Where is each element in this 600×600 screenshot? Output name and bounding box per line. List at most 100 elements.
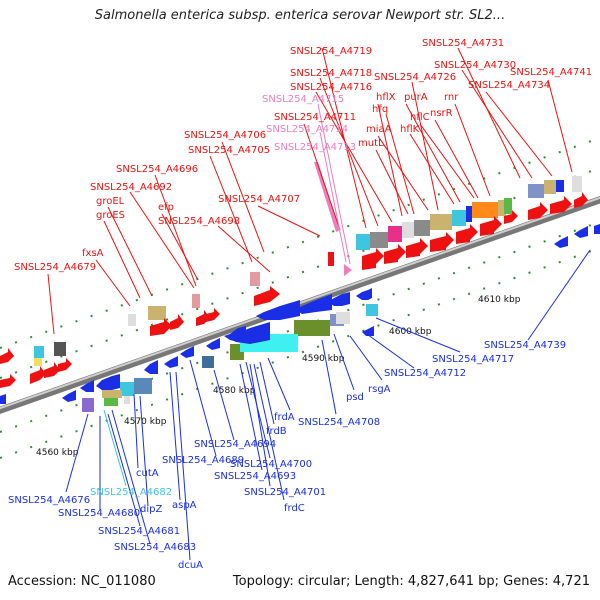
gene-arrow[interactable] bbox=[30, 366, 46, 384]
leader-line bbox=[253, 363, 285, 501]
gene-label[interactable]: SNSL254_A4708 bbox=[298, 417, 380, 428]
gene-label[interactable]: SNSL254_A4681 bbox=[98, 526, 180, 537]
gene-arrow[interactable] bbox=[480, 216, 502, 236]
gene-label[interactable]: SNSL254_A4739 bbox=[484, 340, 566, 351]
gene-label[interactable]: nsrR bbox=[430, 108, 453, 119]
gene-arrow[interactable] bbox=[96, 374, 120, 390]
gene-arrow[interactable] bbox=[594, 224, 600, 234]
gene-label[interactable]: frdC bbox=[284, 503, 305, 514]
gene-label[interactable]: SNSL254_A4731 bbox=[422, 38, 504, 49]
gene-label[interactable]: fxsA bbox=[82, 248, 104, 259]
gene-arrow[interactable] bbox=[0, 374, 16, 388]
gene-arrow[interactable] bbox=[504, 210, 518, 224]
gene-label[interactable]: SNSL254_A4711 bbox=[274, 112, 356, 123]
gene-arrow[interactable] bbox=[170, 314, 184, 330]
gene-arrow[interactable] bbox=[430, 232, 454, 252]
gene-arrow[interactable] bbox=[406, 238, 428, 258]
gene-arrow[interactable] bbox=[356, 288, 372, 300]
gene-label-pseudo[interactable]: SNSL254_A4713 bbox=[274, 142, 356, 153]
gene-label[interactable]: SNSL254_A4693 bbox=[214, 471, 296, 482]
gene-arrow[interactable] bbox=[554, 236, 568, 248]
gene-arrow[interactable] bbox=[574, 226, 588, 238]
gene-label[interactable]: miaA bbox=[366, 124, 392, 135]
gene-label[interactable]: SNSL254_A4696 bbox=[116, 164, 198, 175]
gene-arrow[interactable] bbox=[296, 294, 332, 314]
gene-label[interactable]: SNSL254_A4726 bbox=[374, 72, 456, 83]
leader-line bbox=[107, 206, 153, 297]
gene-label[interactable]: efp bbox=[158, 202, 174, 213]
gene-label[interactable]: rnr bbox=[444, 92, 459, 103]
gene-label[interactable]: psd bbox=[346, 392, 364, 403]
gene-label[interactable]: SNSL254_A4717 bbox=[432, 354, 514, 365]
gene-label[interactable]: SNSL254_A4680 bbox=[58, 508, 140, 519]
gene-label[interactable]: SNSL254_A4692 bbox=[90, 182, 172, 193]
gene-label[interactable]: SNSL254_A4700 bbox=[230, 459, 312, 470]
gene-arrow[interactable] bbox=[550, 196, 572, 214]
gene-label[interactable]: SNSL254_A4689 bbox=[162, 455, 244, 466]
gene-label[interactable]: SNSL254_A4719 bbox=[290, 46, 372, 57]
gene-label[interactable]: cutA bbox=[136, 468, 159, 479]
gene-label[interactable]: SNSL254_A4698 bbox=[158, 216, 240, 227]
gene-label[interactable]: frdA bbox=[274, 412, 295, 423]
gene-label[interactable]: SNSL254_A4705 bbox=[188, 145, 270, 156]
gene-arrow[interactable] bbox=[150, 318, 172, 336]
gene-arrow[interactable] bbox=[0, 348, 14, 364]
gene-label[interactable]: SNSL254_A4683 bbox=[114, 542, 196, 553]
gene-arrow[interactable] bbox=[62, 390, 76, 402]
gene-arrow[interactable] bbox=[224, 326, 246, 342]
gene-arrow[interactable] bbox=[362, 326, 374, 336]
gene-label-pseudo[interactable]: SNSL254_A4715 bbox=[262, 94, 344, 105]
leader-line bbox=[457, 47, 521, 179]
gene-arrow[interactable] bbox=[80, 380, 94, 392]
pseudo-gene-arrow[interactable] bbox=[344, 264, 352, 276]
gene-label[interactable]: purA bbox=[404, 92, 428, 103]
gene-label[interactable]: dcuA bbox=[178, 560, 203, 571]
gene-label[interactable]: groEL bbox=[96, 196, 125, 207]
gene-label[interactable]: frdB bbox=[266, 426, 287, 437]
gene-arrow[interactable] bbox=[256, 300, 300, 320]
gene-label[interactable]: SNSL254_A4706 bbox=[184, 130, 266, 141]
gene-arrow[interactable] bbox=[206, 308, 220, 322]
gene-block[interactable] bbox=[328, 252, 334, 266]
gene-label[interactable]: rsgA bbox=[368, 384, 391, 395]
gene-arrow[interactable] bbox=[574, 192, 588, 208]
gene-arrow[interactable] bbox=[180, 346, 194, 358]
gene-arrow[interactable] bbox=[58, 358, 72, 372]
gene-label-pseudo[interactable]: SNSL254_A4714 bbox=[266, 124, 348, 135]
gene-label[interactable]: SNSL254_A4701 bbox=[244, 487, 326, 498]
gene-arrow[interactable] bbox=[144, 360, 158, 374]
gene-label[interactable]: hflX bbox=[376, 92, 396, 103]
gene-arrow[interactable] bbox=[254, 286, 280, 306]
gene-label[interactable]: SNSL254_A4718 bbox=[290, 68, 372, 79]
gene-arrow[interactable] bbox=[0, 394, 6, 404]
gene-label[interactable]: hflC bbox=[410, 112, 430, 123]
gene-label[interactable]: SNSL254_A4741 bbox=[510, 67, 592, 78]
gene-arrow[interactable] bbox=[164, 356, 178, 368]
gene-label[interactable]: hflK bbox=[400, 124, 420, 135]
gene-arrow[interactable] bbox=[206, 338, 220, 350]
gene-label[interactable]: SNSL254_A4679 bbox=[14, 262, 96, 273]
leader-line bbox=[385, 113, 415, 215]
gene-arrow[interactable] bbox=[456, 224, 478, 244]
gene-arrow[interactable] bbox=[328, 292, 350, 306]
gene-label[interactable]: hfq bbox=[372, 104, 388, 115]
gene-label[interactable]: SNSL254_A4676 bbox=[8, 495, 90, 506]
gene-arrow[interactable] bbox=[528, 202, 548, 220]
gene-arrow[interactable] bbox=[384, 244, 406, 264]
gene-label[interactable]: SNSL254_A4734 bbox=[468, 80, 550, 91]
gene-arrow[interactable] bbox=[44, 362, 60, 378]
gene-label[interactable]: SNSL254_A4712 bbox=[384, 368, 466, 379]
gene-label[interactable]: SNSL254_A4716 bbox=[290, 82, 372, 93]
gene-label[interactable]: SNSL254_A4730 bbox=[434, 60, 516, 71]
gene-label[interactable]: mutL bbox=[358, 138, 384, 149]
leader-line bbox=[169, 371, 181, 501]
gene-label[interactable]: dipZ bbox=[140, 504, 162, 515]
tick-row-outer-reverse bbox=[0, 247, 600, 459]
gene-label[interactable]: SNSL254_A4694 bbox=[194, 439, 276, 450]
gene-label[interactable]: aspA bbox=[172, 500, 197, 511]
gene-label[interactable]: groES bbox=[96, 210, 125, 221]
gene-arrow[interactable] bbox=[362, 248, 384, 270]
gene-label[interactable]: SNSL254_A4707 bbox=[218, 194, 300, 205]
gene-label-hypothetical[interactable]: SNSL254_A4682 bbox=[90, 487, 172, 498]
